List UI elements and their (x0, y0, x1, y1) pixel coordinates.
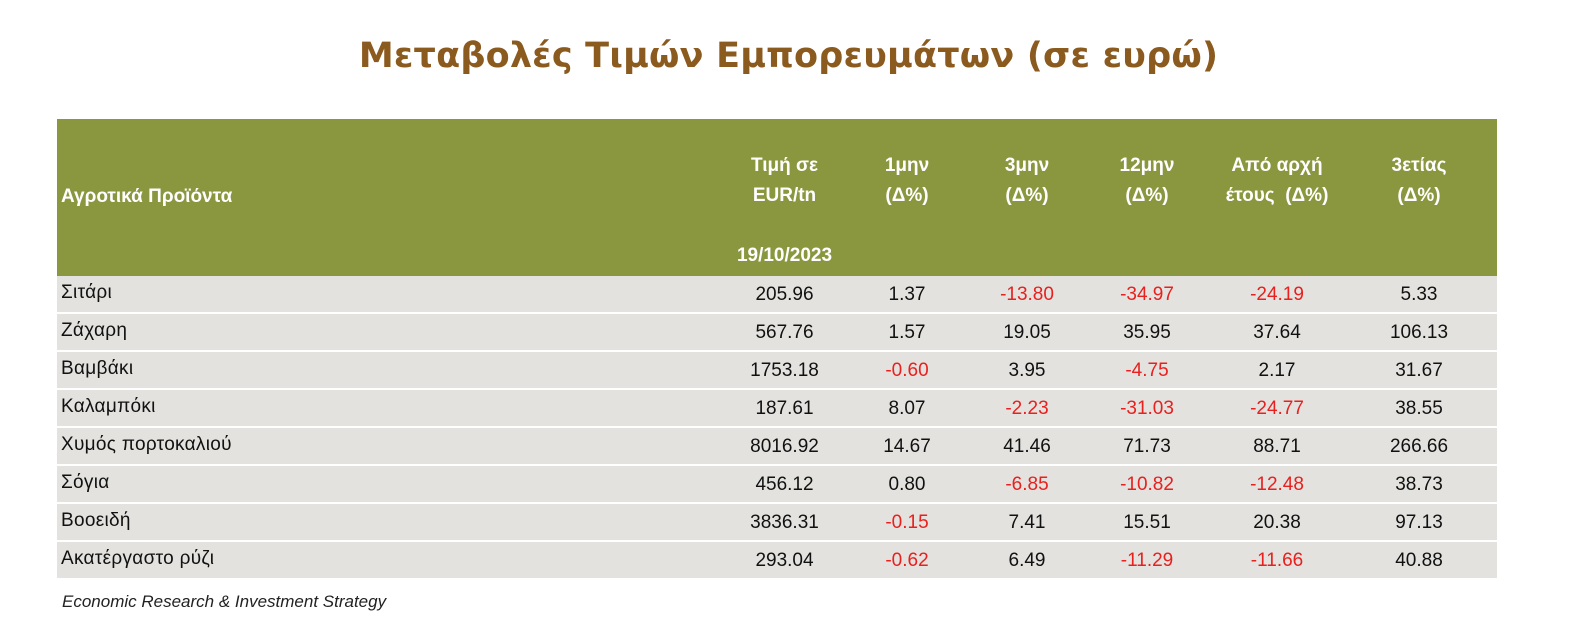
cell-ytd: -11.66 (1250, 550, 1304, 571)
table-row: Ζάχαρη 567.76 1.57 19.05 35.95 37.64 106.13 (57, 314, 1497, 352)
cell-3y: 40.88 (1395, 550, 1443, 571)
cell-3y: 266.66 (1389, 436, 1449, 457)
cell-product-name: Χυμός πορτοκαλιού (61, 434, 232, 455)
table-row: Σιτάρι 205.96 1.37 -13.80 -34.97 -24.19 5.33 (57, 276, 1497, 314)
cell-ytd: 37.64 (1253, 322, 1301, 343)
cell-3m: 6.49 (1008, 550, 1046, 571)
header-3m-line2: (Δ%) (1005, 185, 1049, 206)
header-ytd-line2: έτους (Δ%) (1225, 185, 1329, 206)
cell-price: 8016.92 (750, 436, 819, 457)
cell-price: 1753.18 (750, 360, 819, 381)
table-row: Χυμός πορτοκαλιού 8016.92 14.67 41.46 71.73 8… (57, 428, 1497, 466)
cell-1m: 1.37 (888, 284, 926, 305)
header-3y-line2: (Δ%) (1397, 185, 1441, 206)
header-ytd-line1: Από αρχή (1231, 155, 1323, 176)
cell-12m: 15.51 (1123, 512, 1171, 533)
table-row: Σόγια 456.12 0.80 -6.85 -10.82 -12.48 38.73 (57, 466, 1497, 504)
cell-price: 293.04 (755, 550, 814, 571)
header-price-line2: EUR/tn (752, 185, 817, 206)
cell-12m: -31.03 (1120, 398, 1174, 419)
cell-12m: 71.73 (1123, 436, 1171, 457)
table-body: Σιτάρι 205.96 1.37 -13.80 -34.97 -24.19 5.33 Ζά… (57, 276, 1497, 580)
cell-1m: -0.15 (885, 512, 929, 533)
table-row: Βοοειδή 3836.31 -0.15 7.41 15.51 20.38 97.13 (57, 504, 1497, 542)
header-1m-line1: 1μην (884, 155, 930, 176)
cell-3y: 31.67 (1395, 360, 1443, 381)
cell-product-name: Σιτάρι (61, 282, 113, 303)
header-12m-line1: 12μην (1119, 155, 1175, 176)
cell-ytd: 2.17 (1258, 360, 1296, 381)
cell-12m: -11.29 (1120, 550, 1174, 571)
cell-1m: 14.67 (883, 436, 931, 457)
header-product: Αγροτικά Προϊόντα (61, 186, 233, 207)
header-1m-line2: (Δ%) (885, 185, 929, 206)
commodity-price-table: Αγροτικά Προϊόντα Τιμή σε EUR/tn 19/10/2… (57, 119, 1497, 580)
cell-1m: 8.07 (888, 398, 926, 419)
cell-price: 205.96 (755, 284, 814, 305)
header-3m: 3μην (Δ%) (977, 151, 1077, 211)
cell-3m: 19.05 (1003, 322, 1051, 343)
cell-1m: 1.57 (888, 322, 926, 343)
cell-price: 3836.31 (750, 512, 819, 533)
cell-product-name: Ζάχαρη (61, 320, 128, 341)
page-title: Μεταβολές Τιμών Εμπορευμάτων (σε ευρώ) (358, 36, 1219, 76)
cell-3m: 3.95 (1008, 360, 1046, 381)
table-header: Αγροτικά Προϊόντα Τιμή σε EUR/tn 19/10/2… (57, 119, 1497, 276)
cell-3m: -6.85 (1005, 474, 1049, 495)
cell-product-name: Σόγια (61, 472, 110, 493)
header-price-date: 19/10/2023 (736, 245, 833, 266)
cell-1m: -0.62 (885, 550, 929, 571)
cell-12m: 35.95 (1123, 322, 1171, 343)
cell-3m: -13.80 (1000, 284, 1054, 305)
cell-3y: 97.13 (1395, 512, 1443, 533)
cell-3y: 5.33 (1400, 284, 1438, 305)
cell-ytd: 88.71 (1253, 436, 1301, 457)
cell-1m: -0.60 (885, 360, 929, 381)
cell-product-name: Καλαμπόκι (61, 396, 156, 417)
header-ytd: Από αρχή έτους (Δ%) (1202, 151, 1352, 211)
cell-3m: 41.46 (1003, 436, 1051, 457)
header-3y-line1: 3ετίας (1391, 155, 1447, 176)
header-price-line1: Τιμή σε (750, 155, 819, 176)
cell-12m: -34.97 (1120, 284, 1174, 305)
cell-ytd: -24.19 (1250, 284, 1304, 305)
cell-3y: 106.13 (1389, 322, 1449, 343)
cell-3y: 38.55 (1395, 398, 1443, 419)
cell-price: 456.12 (755, 474, 814, 495)
cell-1m: 0.80 (888, 474, 926, 495)
header-3m-line1: 3μην (1004, 155, 1050, 176)
header-12m: 12μην (Δ%) (1097, 151, 1197, 211)
cell-ytd: -12.48 (1250, 474, 1304, 495)
table-row: Καλαμπόκι 187.61 8.07 -2.23 -31.03 -24.77 38.5… (57, 390, 1497, 428)
header-1m: 1μην (Δ%) (857, 151, 957, 211)
cell-3y: 38.73 (1395, 474, 1443, 495)
header-price: Τιμή σε EUR/tn (717, 151, 852, 211)
footer-source: Economic Research & Investment Strategy (62, 592, 387, 611)
cell-12m: -10.82 (1120, 474, 1174, 495)
table-row: Ακατέργαστο ρύζι 293.04 -0.62 6.49 -11.29 -11… (57, 542, 1497, 580)
cell-product-name: Βαμβάκι (61, 358, 134, 379)
cell-price: 187.61 (755, 398, 814, 419)
cell-ytd: -24.77 (1250, 398, 1304, 419)
cell-price: 567.76 (755, 322, 814, 343)
table-row: Βαμβάκι 1753.18 -0.60 3.95 -4.75 2.17 31.67 (57, 352, 1497, 390)
cell-12m: -4.75 (1125, 360, 1169, 381)
cell-product-name: Βοοειδή (61, 510, 131, 531)
cell-product-name: Ακατέργαστο ρύζι (61, 548, 215, 569)
header-3y: 3ετίας (Δ%) (1369, 151, 1469, 211)
cell-ytd: 20.38 (1253, 512, 1301, 533)
cell-3m: -2.23 (1005, 398, 1049, 419)
header-12m-line2: (Δ%) (1125, 185, 1169, 206)
cell-3m: 7.41 (1008, 512, 1046, 533)
